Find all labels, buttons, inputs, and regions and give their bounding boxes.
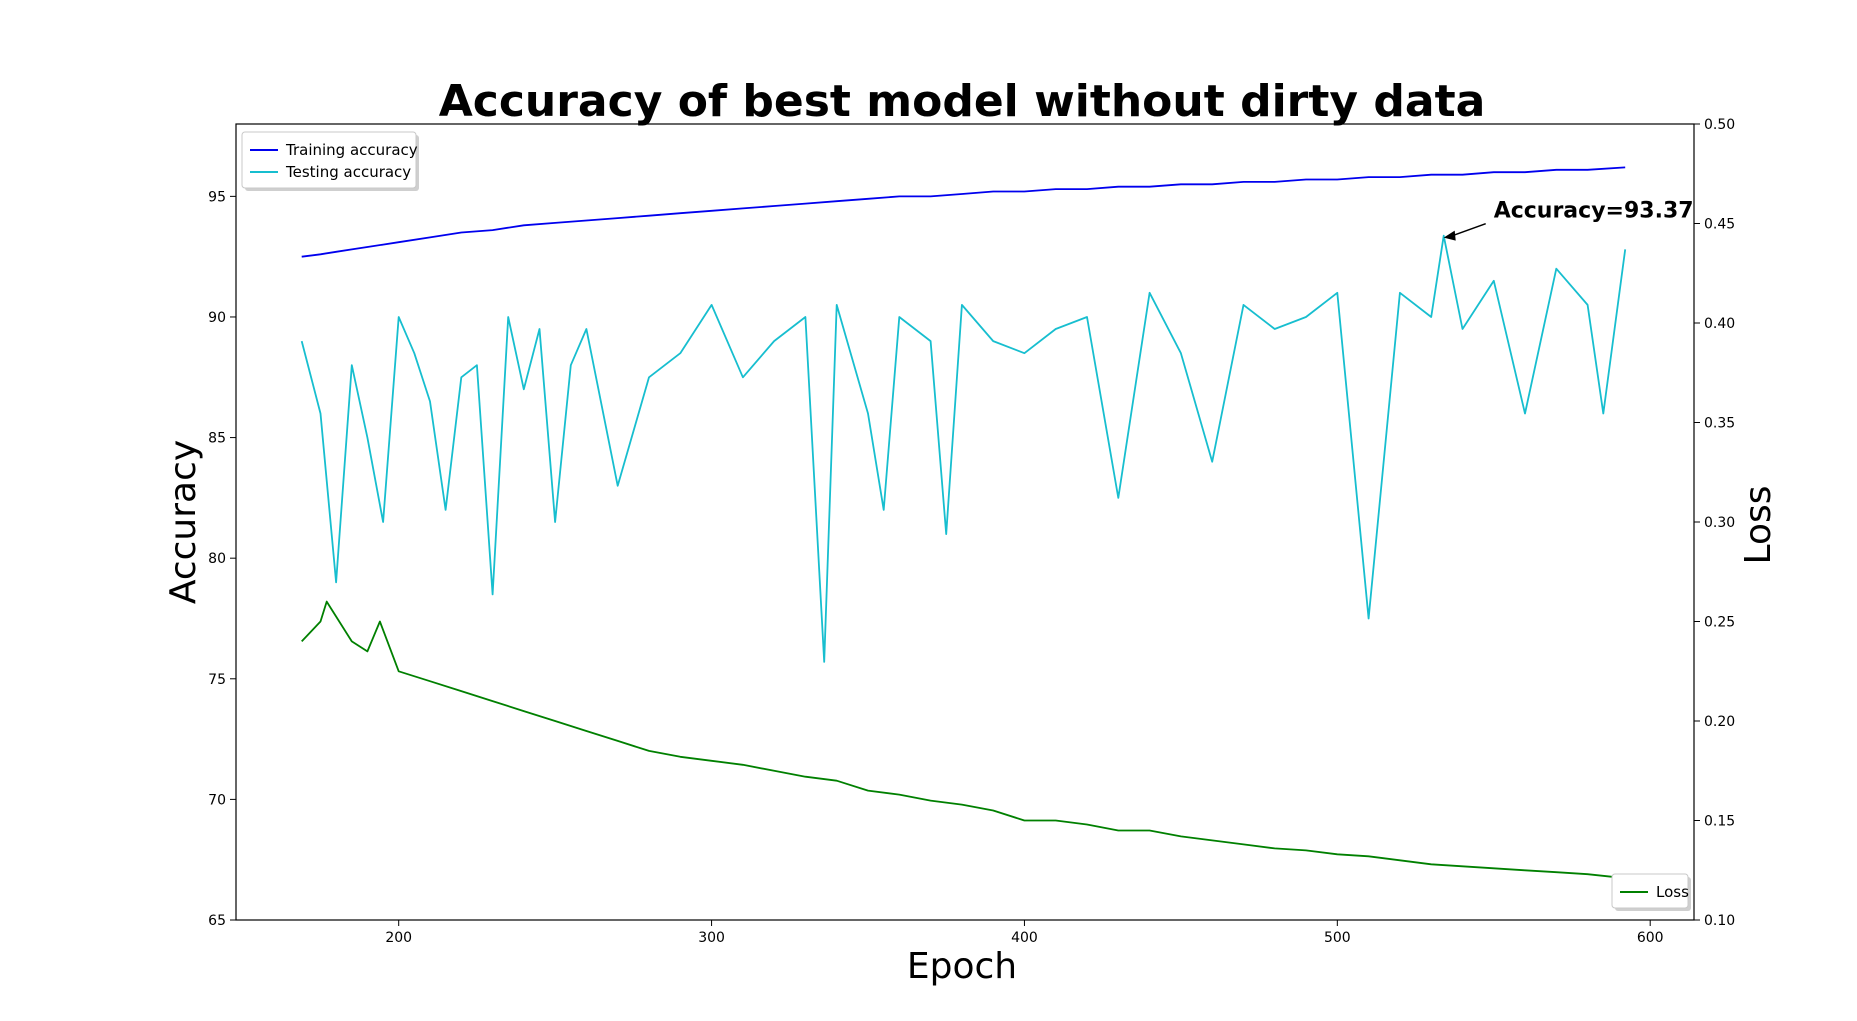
y-axis-title: Accuracy xyxy=(163,440,204,604)
y-axis-right-title: Loss xyxy=(1738,486,1779,565)
y-tick-label: 95 xyxy=(208,189,226,205)
y-right-tick-label: 0.25 xyxy=(1704,615,1735,631)
legend-label: Loss xyxy=(1656,883,1689,901)
x-axis-title: Epoch xyxy=(907,946,1017,987)
x-tick-label: 200 xyxy=(385,930,412,946)
y-right-tick-label: 0.15 xyxy=(1704,814,1735,830)
series-line-loss xyxy=(301,600,1626,880)
legend-label: Testing accuracy xyxy=(285,163,411,181)
y-right-tick-label: 0.20 xyxy=(1704,714,1735,730)
legend-label: Training accuracy xyxy=(285,141,418,159)
series-line-training-accuracy xyxy=(301,166,1626,258)
y-right-tick-label: 0.40 xyxy=(1704,316,1735,332)
annotation-label: Accuracy=93.37 xyxy=(1494,199,1694,224)
y-right-tick-label: 0.10 xyxy=(1704,913,1735,929)
annotation-arrow xyxy=(1449,223,1486,238)
plot-area: 200 300 400 500 600 65 70 75 80 85 90 95 0.10 0.15 0.2… xyxy=(208,117,1735,946)
x-tick-label: 600 xyxy=(1637,930,1664,946)
y-right-tick-label: 0.35 xyxy=(1704,416,1735,432)
y-tick-label: 85 xyxy=(208,431,226,447)
legend-left xyxy=(241,131,417,189)
x-tick-label: 500 xyxy=(1324,930,1351,946)
series-line-testing-accuracy xyxy=(300,234,1627,663)
y-tick-label: 90 xyxy=(208,310,226,326)
y-tick-label: 65 xyxy=(208,913,226,929)
y-tick-label: 70 xyxy=(208,792,226,808)
y-right-tick-label: 0.50 xyxy=(1704,117,1735,133)
annotation-arrowhead xyxy=(1443,230,1456,241)
chart-title: Accuracy of best model without dirty dat… xyxy=(439,76,1486,127)
y-right-tick-label: 0.45 xyxy=(1704,217,1735,233)
y-tick-label: 75 xyxy=(208,672,226,688)
y-right-tick-label: 0.30 xyxy=(1704,515,1735,531)
legend-right xyxy=(1611,873,1689,909)
x-tick-label: 300 xyxy=(698,930,725,946)
y-tick-label: 80 xyxy=(208,551,226,567)
plot-frame xyxy=(235,123,1695,921)
x-tick-label: 400 xyxy=(1011,930,1038,946)
